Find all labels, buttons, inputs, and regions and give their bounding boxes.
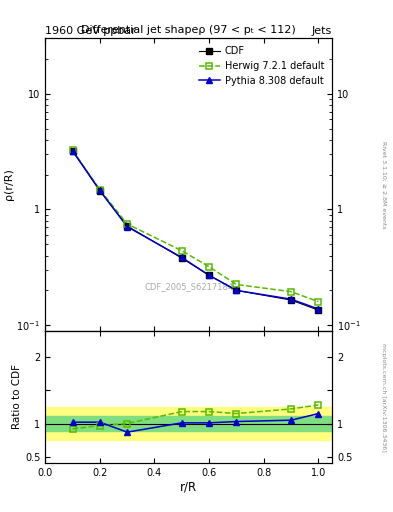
Text: 1960 GeV ppbar: 1960 GeV ppbar — [45, 26, 136, 36]
Legend: CDF, Herwig 7.2.1 default, Pythia 8.308 default: CDF, Herwig 7.2.1 default, Pythia 8.308 … — [196, 43, 327, 89]
Y-axis label: ρ(r/R): ρ(r/R) — [4, 168, 14, 200]
Y-axis label: Ratio to CDF: Ratio to CDF — [12, 365, 22, 430]
X-axis label: r/R: r/R — [180, 481, 197, 494]
Text: CDF_2005_S6217184: CDF_2005_S6217184 — [144, 282, 233, 291]
Text: Jets: Jets — [312, 26, 332, 36]
Title: Differential jet shapeρ (97 < pₜ < 112): Differential jet shapeρ (97 < pₜ < 112) — [81, 25, 296, 35]
Text: Rivet 3.1.10; ≥ 2.8M events: Rivet 3.1.10; ≥ 2.8M events — [381, 141, 386, 228]
Text: mcplots.cern.ch [arXiv:1306.3436]: mcplots.cern.ch [arXiv:1306.3436] — [381, 343, 386, 452]
